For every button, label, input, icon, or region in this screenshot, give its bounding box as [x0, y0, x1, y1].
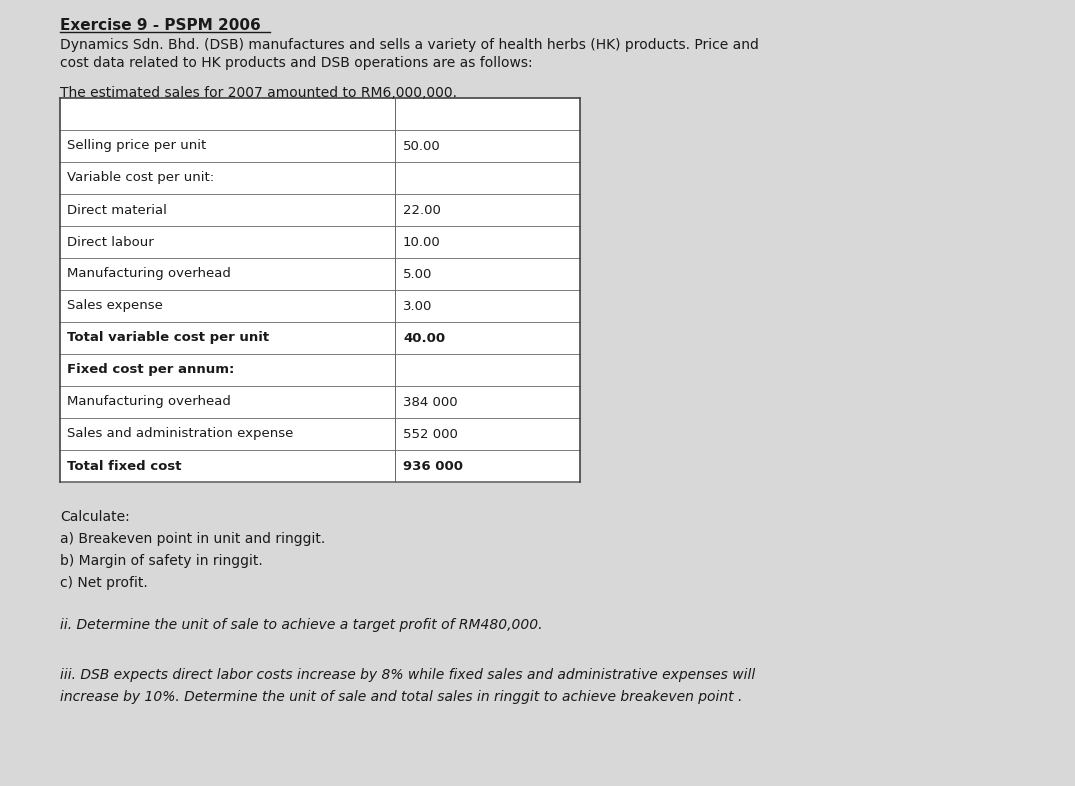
- Bar: [60, 98, 581, 482]
- Text: Sales and administration expense: Sales and administration expense: [67, 428, 293, 440]
- Text: 384 000: 384 000: [403, 395, 458, 409]
- Text: iii. DSB expects direct labor costs increase by 8% while fixed sales and adminis: iii. DSB expects direct labor costs incr…: [60, 668, 756, 682]
- Text: 40.00: 40.00: [403, 332, 445, 344]
- Text: c) Net profit.: c) Net profit.: [60, 576, 147, 590]
- Text: cost data related to HK products and DSB operations are as follows:: cost data related to HK products and DSB…: [60, 56, 532, 70]
- Text: Dynamics Sdn. Bhd. (DSB) manufactures and sells a variety of health herbs (HK) p: Dynamics Sdn. Bhd. (DSB) manufactures an…: [60, 38, 759, 52]
- Text: Calculate:: Calculate:: [60, 510, 130, 524]
- Text: 10.00: 10.00: [403, 236, 441, 248]
- Text: increase by 10%. Determine the unit of sale and total sales in ringgit to achiev: increase by 10%. Determine the unit of s…: [60, 690, 743, 704]
- Text: Direct labour: Direct labour: [67, 236, 154, 248]
- Text: Exercise 9 - PSPM 2006: Exercise 9 - PSPM 2006: [60, 18, 261, 33]
- Text: Total fixed cost: Total fixed cost: [67, 460, 182, 472]
- Text: 3.00: 3.00: [403, 299, 432, 313]
- Text: The estimated sales for 2007 amounted to RM6,000,000.: The estimated sales for 2007 amounted to…: [60, 86, 457, 100]
- Text: Total variable cost per unit: Total variable cost per unit: [67, 332, 269, 344]
- Text: Variable cost per unit:: Variable cost per unit:: [67, 171, 214, 185]
- Text: a) Breakeven point in unit and ringgit.: a) Breakeven point in unit and ringgit.: [60, 532, 326, 546]
- Text: Manufacturing overhead: Manufacturing overhead: [67, 267, 231, 281]
- Text: 552 000: 552 000: [403, 428, 458, 440]
- Text: Manufacturing overhead: Manufacturing overhead: [67, 395, 231, 409]
- Text: b) Margin of safety in ringgit.: b) Margin of safety in ringgit.: [60, 554, 262, 568]
- Text: Fixed cost per annum:: Fixed cost per annum:: [67, 363, 234, 376]
- Text: Selling price per unit: Selling price per unit: [67, 139, 206, 152]
- Text: 22.00: 22.00: [403, 204, 441, 216]
- Text: 5.00: 5.00: [403, 267, 432, 281]
- Text: 936 000: 936 000: [403, 460, 463, 472]
- Text: 50.00: 50.00: [403, 139, 441, 152]
- Text: ii. Determine the unit of sale to achieve a target profit of RM480,000.: ii. Determine the unit of sale to achiev…: [60, 618, 543, 632]
- Text: Sales expense: Sales expense: [67, 299, 163, 313]
- Text: Direct material: Direct material: [67, 204, 167, 216]
